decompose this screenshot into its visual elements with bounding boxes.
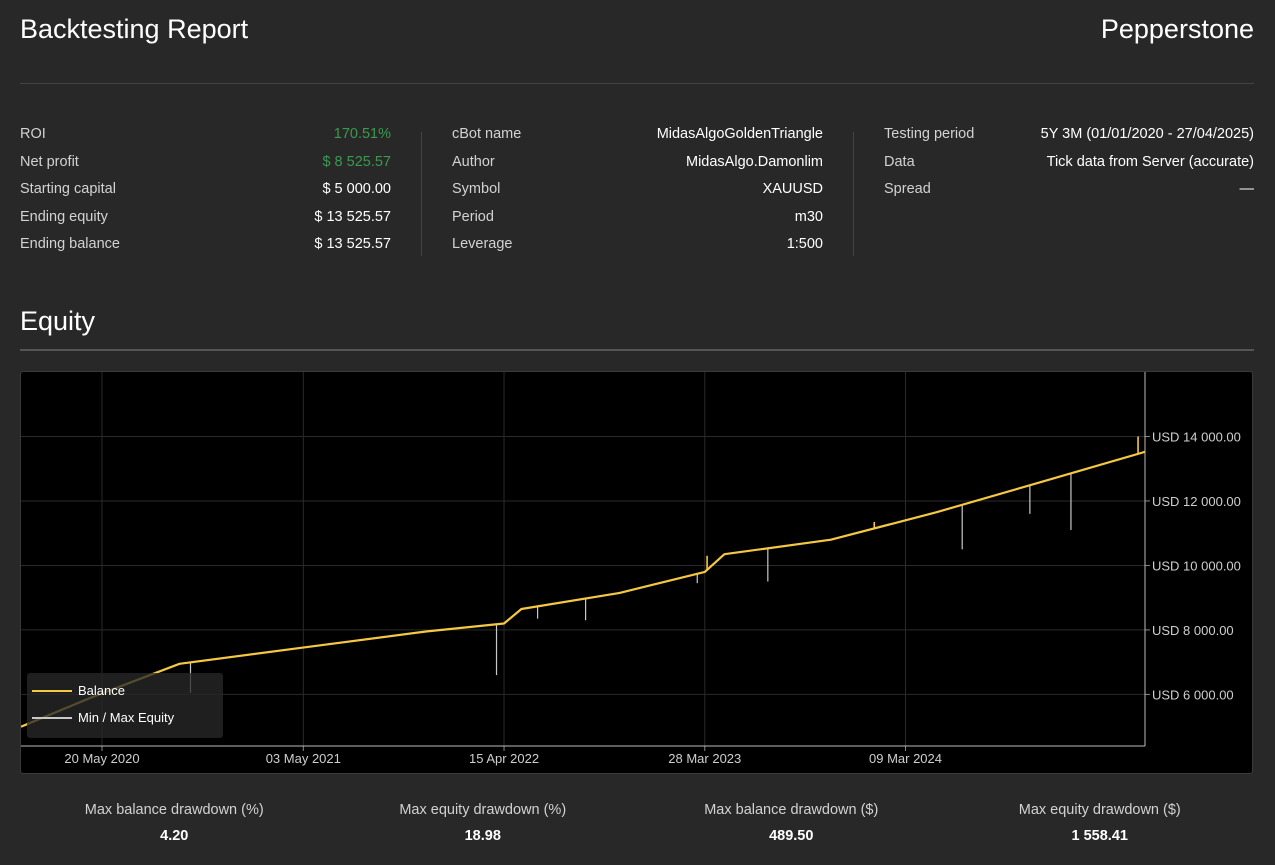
stat-item: Max balance drawdown (%) 4.20 xyxy=(20,802,329,844)
y-tick-label: USD 14 000.00 xyxy=(1152,429,1241,444)
y-tick-label: USD 6 000.00 xyxy=(1152,687,1234,702)
stat-value: 4.20 xyxy=(160,828,189,844)
summary-row: Spread — xyxy=(884,176,1254,204)
summary-row: ROI 170.51% xyxy=(20,121,391,149)
summary-label: Testing period xyxy=(884,126,975,142)
summary-row: Symbol XAUUSD xyxy=(452,176,823,204)
header-divider xyxy=(20,83,1254,84)
summary-row: Leverage 1:500 xyxy=(452,231,823,259)
legend-item-equity[interactable]: Min / Max Equity xyxy=(32,710,174,725)
summary-value: XAUUSD xyxy=(762,181,823,197)
summary-label: Net profit xyxy=(20,153,79,170)
summary-label: Ending equity xyxy=(20,208,108,225)
summary-label: Spread xyxy=(884,181,931,197)
equity-section-title: Equity xyxy=(20,306,96,336)
summary-value: 5Y 3M (01/01/2020 - 27/04/2025) xyxy=(1040,126,1254,142)
summary-row: Author MidasAlgo.Damonlim xyxy=(452,149,823,177)
chart-legend: Balance Min / Max Equity xyxy=(27,673,223,738)
summary-value: Tick data from Server (accurate) xyxy=(1046,153,1254,170)
drawdown-stats: Max balance drawdown (%) 4.20 Max equity d… xyxy=(20,802,1254,844)
y-tick-label: USD 10 000.00 xyxy=(1152,558,1241,573)
stat-value: 18.98 xyxy=(464,828,501,844)
summary-label: Starting capital xyxy=(20,181,116,197)
stat-item: Max equity drawdown (%) 18.98 xyxy=(329,802,638,844)
summary-row: Period m30 xyxy=(452,204,823,232)
equity-chart[interactable]: USD 6 000.00 USD 8 000.00 USD 10 000.00 USD… xyxy=(20,371,1253,774)
summary-label: cBot name xyxy=(452,126,522,142)
summary-column-test: Testing period 5Y 3M (01/01/2020 - 27/04/… xyxy=(884,121,1254,204)
x-tick-label: 03 May 2021 xyxy=(266,751,341,766)
equity-divider xyxy=(20,349,1254,351)
x-tick-label: 20 May 2020 xyxy=(64,751,139,766)
summary-column-performance: ROI 170.51% Net profit $ 8 525.57 Starting c… xyxy=(20,121,391,259)
x-tick-label: 28 Mar 2023 xyxy=(668,751,741,766)
stat-value: 1 558.41 xyxy=(1071,828,1128,844)
summary-row: Ending balance $ 13 525.57 xyxy=(20,231,391,259)
summary-row: Testing period 5Y 3M (01/01/2020 - 27/04/… xyxy=(884,121,1254,149)
summary-value: MidasAlgo.Damonlim xyxy=(686,153,823,170)
summary-row: Ending equity $ 13 525.57 xyxy=(20,204,391,232)
summary-value: $ 8 525.57 xyxy=(322,153,391,170)
broker-name: Pepperstone xyxy=(1100,14,1254,44)
column-divider xyxy=(421,132,422,256)
legend-label-balance: Balance xyxy=(78,683,125,698)
summary-label: Symbol xyxy=(452,181,501,197)
y-tick-label: USD 8 000.00 xyxy=(1152,623,1234,638)
summary-value: 170.51% xyxy=(333,126,391,142)
summary-label: ROI xyxy=(20,126,46,142)
summary-label: Author xyxy=(452,153,495,170)
column-divider xyxy=(853,132,854,256)
summary-row: Starting capital $ 5 000.00 xyxy=(20,176,391,204)
x-tick-label: 15 Apr 2022 xyxy=(469,751,539,766)
summary-label: Data xyxy=(884,153,915,170)
legend-label-equity: Min / Max Equity xyxy=(78,710,175,725)
legend-swatch-balance xyxy=(32,689,72,692)
summary-value: m30 xyxy=(794,208,823,225)
summary-value: MidasAlgoGoldenTriangle xyxy=(656,126,823,142)
stat-label: Max balance drawdown (%) xyxy=(84,802,264,818)
stat-label: Max equity drawdown ($) xyxy=(1018,802,1181,818)
report-title: Backtesting Report xyxy=(20,14,249,44)
equity-chart-svg: USD 6 000.00 USD 8 000.00 USD 10 000.00 USD… xyxy=(21,372,1241,766)
legend-item-balance[interactable]: Balance xyxy=(32,683,125,698)
stat-value: 489.50 xyxy=(769,828,814,844)
summary-label: Period xyxy=(452,208,494,225)
summary-label: Leverage xyxy=(452,236,513,252)
stat-label: Max equity drawdown (%) xyxy=(399,802,567,818)
summary-value: $ 13 525.57 xyxy=(314,208,391,225)
summary-row: Net profit $ 8 525.57 xyxy=(20,149,391,177)
summary-row: cBot name MidasAlgoGoldenTriangle xyxy=(452,121,823,149)
stat-item: Max balance drawdown ($) 489.50 xyxy=(637,802,946,844)
stat-label: Max balance drawdown ($) xyxy=(704,802,879,818)
y-tick-label: USD 12 000.00 xyxy=(1152,494,1241,509)
legend-swatch-equity xyxy=(32,716,72,719)
balance-line xyxy=(21,450,1146,728)
x-tick-label: 09 Mar 2024 xyxy=(869,751,942,766)
summary-column-bot: cBot name MidasAlgoGoldenTriangle Author Mi… xyxy=(452,121,823,259)
summary-value: $ 13 525.57 xyxy=(314,236,391,252)
summary-row: Data Tick data from Server (accurate) xyxy=(884,149,1254,177)
summary-label: Ending balance xyxy=(20,236,120,252)
summary-value: 1:500 xyxy=(786,236,823,252)
summary-value: — xyxy=(1239,181,1255,197)
stat-item: Max equity drawdown ($) 1 558.41 xyxy=(946,802,1255,844)
summary-value: $ 5 000.00 xyxy=(322,181,391,197)
